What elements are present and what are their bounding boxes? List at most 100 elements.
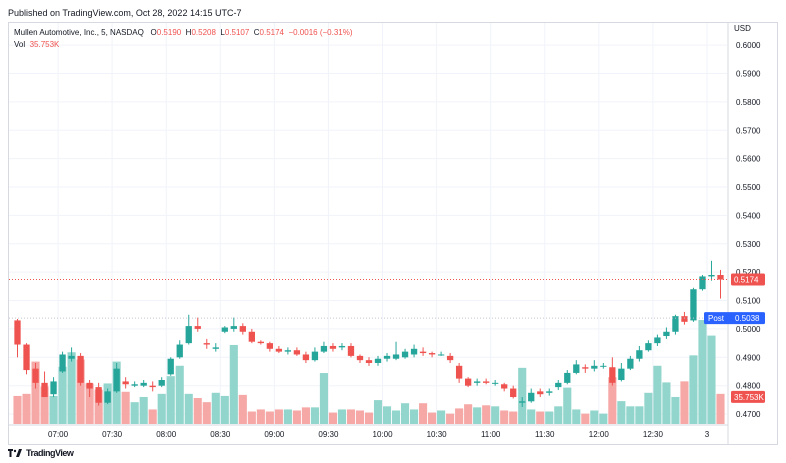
candle-body <box>446 355 454 361</box>
candle-body <box>329 345 337 349</box>
candle-body <box>455 365 463 379</box>
candle-body <box>257 341 265 344</box>
candle-body <box>663 331 670 337</box>
volume-bar <box>67 352 76 424</box>
volume-bar <box>319 373 328 424</box>
candle-body <box>41 382 48 398</box>
volume-bar <box>139 396 148 424</box>
volume-bar <box>166 376 175 424</box>
candle-body <box>140 382 147 386</box>
volume-bar <box>355 410 365 424</box>
chart-frame <box>8 22 778 445</box>
post-tag-value: 0.5038 <box>735 314 760 323</box>
volume-bar <box>464 404 473 424</box>
volume-bar <box>283 409 292 424</box>
volume-bar <box>662 382 671 424</box>
volume-bar <box>400 403 410 424</box>
candle-body <box>546 391 553 393</box>
volume-bar <box>76 359 85 424</box>
volume-bar <box>419 403 428 424</box>
volume-bar <box>527 409 536 424</box>
candle-body <box>564 372 571 383</box>
volume-bar <box>22 393 31 424</box>
price-axis[interactable]: USD 0.6000 0.5900 0.5800 0.5700 0.5600 0.5500… <box>734 24 761 419</box>
volume-bar <box>608 377 617 424</box>
volume-bar <box>410 409 419 424</box>
candle-body <box>185 326 192 344</box>
price-tick-label: 0.5300 <box>736 240 761 249</box>
volume-bar <box>455 408 464 424</box>
candle-body <box>609 367 616 383</box>
volume-bar <box>175 365 184 424</box>
time-tick-label: 10:30 <box>427 430 448 439</box>
volume-bar <box>391 410 401 424</box>
candle-body <box>492 382 499 384</box>
symbol-label[interactable]: Mullen Automotive, Inc., 5, NASDAQ <box>14 28 144 37</box>
candle-body <box>627 358 634 369</box>
volume-bar <box>31 361 40 424</box>
candle-body <box>311 351 319 361</box>
candle-body <box>59 354 66 372</box>
volume-bar <box>112 361 121 424</box>
candle-body <box>338 345 346 348</box>
candle-body <box>356 355 364 361</box>
tradingview-logo-icon <box>8 448 22 457</box>
volume-bar <box>157 393 166 424</box>
brand-name[interactable]: TradingView <box>26 448 74 458</box>
volume-bar <box>563 387 572 424</box>
candle-body <box>636 350 643 359</box>
volume-bar <box>256 409 265 424</box>
time-tick-label: 12:00 <box>589 430 610 439</box>
volume-bar <box>707 335 716 424</box>
volume-bar <box>500 410 509 424</box>
volume-bar <box>49 395 58 424</box>
volume-bar <box>337 409 347 424</box>
price-tick-label: 0.5700 <box>736 126 761 135</box>
candle-body <box>266 343 274 349</box>
candle-body <box>14 320 21 345</box>
close-key: C <box>253 28 260 37</box>
candle-body <box>591 365 598 369</box>
volume-bar <box>229 344 238 424</box>
price-tick-label: 0.5000 <box>736 325 761 334</box>
volume-bar <box>716 393 725 424</box>
candle-body <box>437 354 445 356</box>
candle-body <box>501 384 508 389</box>
volume-bar <box>220 395 229 424</box>
volume-bar <box>13 395 22 424</box>
candle-body <box>347 345 355 356</box>
footer: TradingView <box>8 448 74 458</box>
volume-value: 35.753K <box>29 40 60 49</box>
volume-bar <box>40 386 49 424</box>
candle-body <box>194 326 201 329</box>
open-key: O <box>150 28 157 37</box>
volume-bar <box>310 407 319 424</box>
candle-body <box>582 367 589 369</box>
last-price-tag: 0.5174 <box>734 276 759 285</box>
volume-bar <box>364 412 374 424</box>
candle-body <box>428 353 436 355</box>
price-tick-label: 0.4700 <box>736 410 761 419</box>
volume-bar <box>292 410 301 424</box>
high-value: 0.5208 <box>191 28 216 37</box>
volume-bar <box>238 394 247 424</box>
volume-bar <box>590 410 599 424</box>
candle-body <box>510 388 517 398</box>
time-axis[interactable]: 07:00 07:30 08:00 08:30 09:00 09:30 10:00 10:30… <box>48 430 710 439</box>
candle-body <box>537 391 544 395</box>
volume-key[interactable]: Vol <box>14 40 26 49</box>
published-note: Published on TradingView.com, Oct 28, 20… <box>8 8 242 18</box>
volume-bar <box>491 406 500 424</box>
volume-bar <box>626 406 635 424</box>
volume-bar <box>671 396 680 424</box>
volume-bar <box>274 409 283 424</box>
volume-bar <box>437 410 446 424</box>
candle-body <box>104 391 111 403</box>
candle-body <box>212 347 219 349</box>
price-candles <box>14 260 724 407</box>
candle-body <box>681 316 688 322</box>
volume-bar <box>617 401 626 424</box>
low-value: 0.5107 <box>224 28 250 37</box>
time-tick-label: 11:00 <box>481 430 501 439</box>
